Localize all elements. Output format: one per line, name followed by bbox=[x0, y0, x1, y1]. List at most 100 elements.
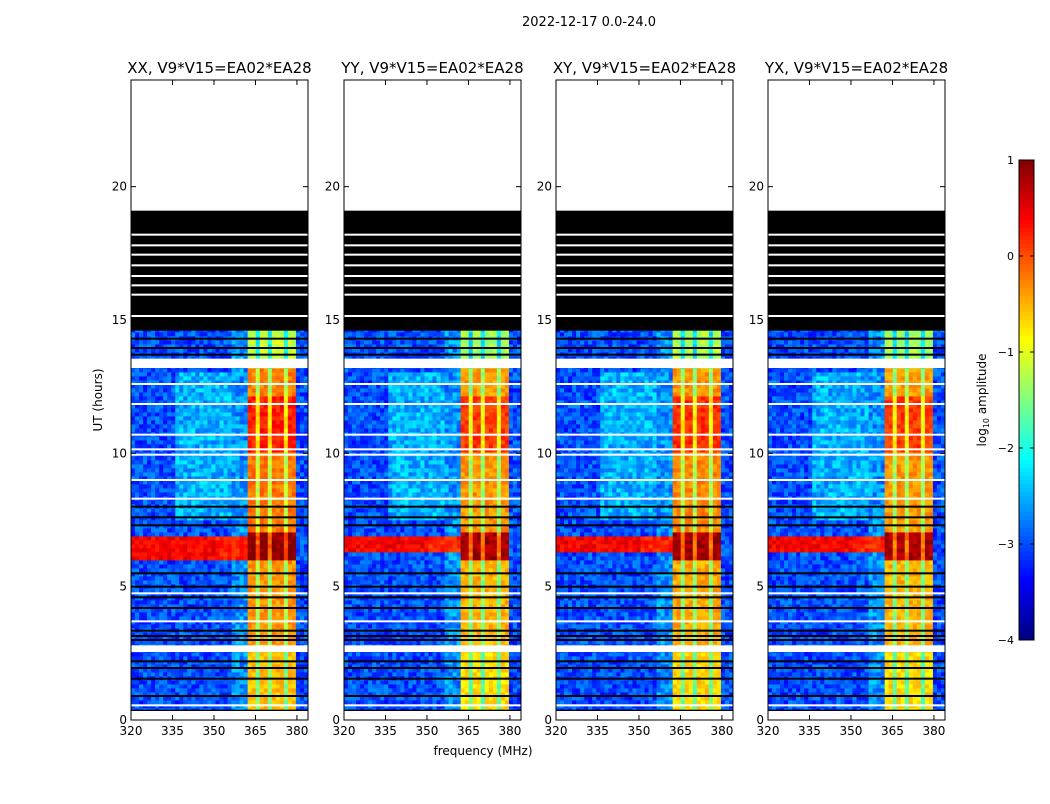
heatmap-cell bbox=[139, 408, 143, 412]
heatmap-cell bbox=[175, 700, 179, 704]
heatmap-cell bbox=[240, 456, 244, 460]
heatmap-cell bbox=[167, 520, 171, 524]
heatmap-cell bbox=[211, 684, 215, 688]
heatmap-cell bbox=[171, 688, 175, 692]
heatmap-cell bbox=[453, 652, 457, 656]
heatmap-cell bbox=[433, 700, 437, 704]
heatmap-cell bbox=[187, 612, 191, 616]
heatmap-cell bbox=[493, 652, 497, 656]
heatmap-cell bbox=[203, 588, 207, 592]
heatmap-cell bbox=[256, 652, 260, 656]
heatmap-cell bbox=[151, 508, 155, 512]
heatmap-cell bbox=[183, 560, 187, 564]
heatmap-cell bbox=[457, 652, 461, 656]
heatmap-cell bbox=[183, 408, 187, 412]
heatmap-cell bbox=[191, 444, 195, 448]
heatmap-cell bbox=[135, 588, 139, 592]
heatmap-cell bbox=[131, 612, 135, 616]
heatmap-cell bbox=[489, 700, 493, 704]
heatmap-cell bbox=[244, 624, 248, 628]
heatmap-cell bbox=[441, 680, 445, 684]
heatmap-cell bbox=[252, 672, 256, 676]
heatmap-cell bbox=[272, 684, 276, 688]
heatmap-cell bbox=[159, 528, 163, 532]
heatmap-cell bbox=[296, 472, 300, 476]
heatmap-cell bbox=[183, 684, 187, 688]
heatmap-cell bbox=[131, 444, 135, 448]
heatmap-cell bbox=[236, 556, 240, 560]
heatmap-cell bbox=[236, 340, 240, 344]
heatmap-cell bbox=[203, 388, 207, 392]
heatmap-cell bbox=[433, 688, 437, 692]
heatmap-cell bbox=[175, 472, 179, 476]
heatmap-cell bbox=[240, 488, 244, 492]
heatmap-cell bbox=[191, 560, 195, 564]
heatmap-cell bbox=[276, 556, 280, 560]
heatmap-cell bbox=[288, 656, 292, 660]
heatmap-cell bbox=[175, 544, 179, 548]
heatmap-cell bbox=[248, 564, 252, 568]
heatmap-cell bbox=[248, 580, 252, 584]
heatmap-cell bbox=[167, 684, 171, 688]
heatmap-cell bbox=[481, 672, 485, 676]
heatmap-cell bbox=[248, 388, 252, 392]
heatmap-cell bbox=[296, 560, 300, 564]
heatmap-cell bbox=[244, 484, 248, 488]
heatmap-cell bbox=[215, 652, 219, 656]
heatmap-cell bbox=[224, 460, 228, 464]
heatmap-cell bbox=[211, 372, 215, 376]
heatmap-cell bbox=[272, 492, 276, 496]
heatmap-cell bbox=[380, 700, 384, 704]
heatmap-cell bbox=[252, 528, 256, 532]
heatmap-cell bbox=[244, 552, 248, 556]
heatmap-cell bbox=[252, 560, 256, 564]
heatmap-cell bbox=[292, 436, 296, 440]
heatmap-cell bbox=[268, 436, 272, 440]
heatmap-cell bbox=[187, 528, 191, 532]
heatmap-cell bbox=[171, 588, 175, 592]
heatmap-cell bbox=[232, 340, 236, 344]
heatmap-cell bbox=[284, 700, 288, 704]
heatmap-cell bbox=[139, 532, 143, 536]
heatmap-cell bbox=[215, 388, 219, 392]
heatmap-cell bbox=[296, 376, 300, 380]
heatmap-cell bbox=[215, 396, 219, 400]
heatmap-cell bbox=[280, 612, 284, 616]
heatmap-cell bbox=[228, 528, 232, 532]
heatmap-cell bbox=[256, 500, 260, 504]
heatmap-cell bbox=[252, 444, 256, 448]
heatmap-cell bbox=[167, 484, 171, 488]
heatmap-cell bbox=[276, 520, 280, 524]
heatmap-cell bbox=[392, 652, 396, 656]
flagged-row bbox=[131, 524, 308, 526]
heatmap-cell bbox=[183, 652, 187, 656]
heatmap-cell bbox=[215, 684, 219, 688]
heatmap-cell bbox=[300, 580, 304, 584]
heatmap-cell bbox=[163, 680, 167, 684]
heatmap-cell bbox=[445, 684, 449, 688]
heatmap-cell bbox=[195, 688, 199, 692]
heatmap-cell bbox=[449, 688, 453, 692]
heatmap-cell bbox=[248, 540, 252, 544]
heatmap-cell bbox=[195, 684, 199, 688]
heatmap-cell bbox=[179, 624, 183, 628]
heatmap-cell bbox=[240, 624, 244, 628]
heatmap-cell bbox=[288, 460, 292, 464]
heatmap-cell bbox=[256, 436, 260, 440]
heatmap-cell bbox=[147, 568, 151, 572]
heatmap-cell bbox=[260, 560, 264, 564]
heatmap-cell bbox=[187, 416, 191, 420]
heatmap-cell bbox=[187, 560, 191, 564]
heatmap-cell bbox=[437, 680, 441, 684]
heatmap-cell bbox=[232, 680, 236, 684]
heatmap-cell bbox=[244, 424, 248, 428]
heatmap-cell bbox=[171, 624, 175, 628]
heatmap-cell bbox=[159, 548, 163, 552]
heatmap-cell bbox=[268, 684, 272, 688]
heatmap-cell bbox=[364, 652, 368, 656]
heatmap-cell bbox=[280, 472, 284, 476]
heatmap-cell bbox=[296, 580, 300, 584]
heatmap-cell bbox=[163, 456, 167, 460]
heatmap-cell bbox=[232, 560, 236, 564]
flagged-gap bbox=[131, 284, 308, 286]
